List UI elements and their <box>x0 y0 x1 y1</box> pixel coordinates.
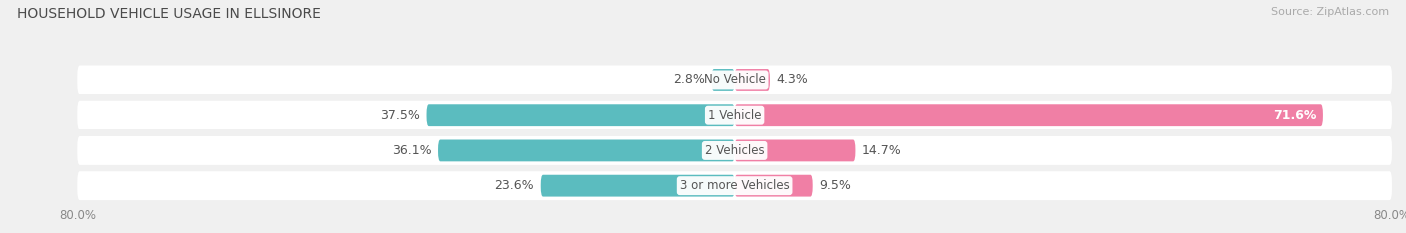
Text: 1 Vehicle: 1 Vehicle <box>707 109 762 122</box>
FancyBboxPatch shape <box>77 171 1392 200</box>
Text: 23.6%: 23.6% <box>495 179 534 192</box>
FancyBboxPatch shape <box>541 175 735 197</box>
Text: 9.5%: 9.5% <box>820 179 851 192</box>
FancyBboxPatch shape <box>735 140 855 161</box>
Text: 71.6%: 71.6% <box>1272 109 1316 122</box>
FancyBboxPatch shape <box>735 175 813 197</box>
Text: 4.3%: 4.3% <box>776 73 808 86</box>
Text: HOUSEHOLD VEHICLE USAGE IN ELLSINORE: HOUSEHOLD VEHICLE USAGE IN ELLSINORE <box>17 7 321 21</box>
FancyBboxPatch shape <box>711 69 735 91</box>
FancyBboxPatch shape <box>426 104 735 126</box>
Text: No Vehicle: No Vehicle <box>703 73 766 86</box>
FancyBboxPatch shape <box>735 69 770 91</box>
Text: 2.8%: 2.8% <box>673 73 704 86</box>
Text: 3 or more Vehicles: 3 or more Vehicles <box>679 179 790 192</box>
Text: 36.1%: 36.1% <box>392 144 432 157</box>
FancyBboxPatch shape <box>735 104 1323 126</box>
Text: 37.5%: 37.5% <box>380 109 420 122</box>
FancyBboxPatch shape <box>77 101 1392 130</box>
FancyBboxPatch shape <box>77 65 1392 94</box>
Text: Source: ZipAtlas.com: Source: ZipAtlas.com <box>1271 7 1389 17</box>
Text: 14.7%: 14.7% <box>862 144 901 157</box>
Text: 2 Vehicles: 2 Vehicles <box>704 144 765 157</box>
FancyBboxPatch shape <box>77 136 1392 165</box>
FancyBboxPatch shape <box>439 140 735 161</box>
